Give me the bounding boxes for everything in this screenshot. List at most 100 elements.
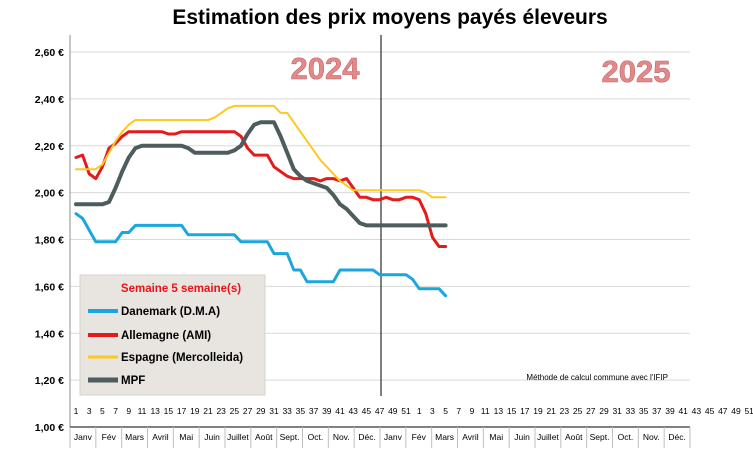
x-tick-label: 15 bbox=[164, 406, 174, 416]
x-tick-label: 45 bbox=[362, 406, 372, 416]
x-tick-label: 7 bbox=[456, 406, 461, 416]
x-tick-label: 25 bbox=[230, 406, 240, 416]
x-tick-label: 43 bbox=[692, 406, 702, 416]
x-tick-label: 1 bbox=[417, 406, 422, 416]
year-label-2025: 2025 bbox=[602, 54, 671, 89]
x-tick-label: 23 bbox=[216, 406, 226, 416]
legend: Semaine 5 semaine(s) Danemark (D.M.A) All… bbox=[79, 274, 266, 396]
x-tick-label: 3 bbox=[430, 406, 435, 416]
method-note: Méthode de calcul commune avec l'IFIP bbox=[526, 373, 668, 382]
month-label: Janv bbox=[384, 432, 403, 442]
month-label: Fév bbox=[102, 432, 117, 442]
x-tick-label: 19 bbox=[533, 406, 543, 416]
x-tick-label: 17 bbox=[520, 406, 530, 416]
y-tick-label: 1,80 € bbox=[35, 235, 64, 247]
x-tick-label: 35 bbox=[639, 406, 649, 416]
month-label: Avril bbox=[152, 432, 168, 442]
x-tick-label: 47 bbox=[718, 406, 728, 416]
x-tick-label: 33 bbox=[282, 406, 292, 416]
x-tick-label: 35 bbox=[296, 406, 306, 416]
month-label: Mai bbox=[489, 432, 503, 442]
x-tick-label: 31 bbox=[612, 406, 622, 416]
month-label: Oct. bbox=[308, 432, 324, 442]
month-label: Juin bbox=[204, 432, 220, 442]
x-tick-label: 43 bbox=[348, 406, 358, 416]
x-tick-label: 51 bbox=[744, 406, 753, 416]
x-tick-label: 41 bbox=[678, 406, 688, 416]
x-tick-label: 37 bbox=[309, 406, 319, 416]
x-tick-label: 29 bbox=[599, 406, 609, 416]
x-tick-label: 49 bbox=[731, 406, 741, 416]
x-tick-label: 15 bbox=[507, 406, 517, 416]
x-tick-label: 27 bbox=[586, 406, 596, 416]
x-tick-label: 5 bbox=[100, 406, 105, 416]
year-label-2024: 2024 bbox=[291, 51, 361, 86]
month-label: Juillet bbox=[537, 432, 559, 442]
chart-title: Estimation des prix moyens payés éleveur… bbox=[172, 6, 607, 29]
month-label: Août bbox=[565, 432, 583, 442]
x-tick-label: 33 bbox=[626, 406, 636, 416]
legend-label: Allemagne (AMI) bbox=[121, 330, 211, 342]
x-tick-label: 27 bbox=[243, 406, 253, 416]
month-label: Mars bbox=[435, 432, 454, 442]
y-tick-label: 2,40 € bbox=[35, 94, 64, 106]
x-tick-label: 17 bbox=[177, 406, 187, 416]
month-label: Juillet bbox=[227, 432, 249, 442]
legend-label: Danemark (D.M.A) bbox=[121, 306, 220, 318]
month-label: Déc. bbox=[668, 432, 685, 442]
x-tick-label: 21 bbox=[546, 406, 556, 416]
month-label: Déc. bbox=[358, 432, 375, 442]
month-label: Oct. bbox=[618, 432, 634, 442]
series-lines bbox=[74, 104, 448, 298]
month-label: Nov. bbox=[643, 432, 660, 442]
x-tick-label: 51 bbox=[401, 406, 411, 416]
series-line-mpf bbox=[74, 120, 448, 228]
x-tick-label: 5 bbox=[443, 406, 448, 416]
x-axis: 1 3 5 7 9 11 13 15 17 19 21 23 25 27 29 31 33 35 37 39 41 43 4… bbox=[69, 406, 753, 448]
x-tick-label: 11 bbox=[138, 406, 147, 416]
legend-label: Espagne (Mercolleida) bbox=[121, 352, 243, 364]
x-tick-label: 9 bbox=[126, 406, 131, 416]
legend-title: Semaine 5 semaine(s) bbox=[121, 283, 241, 295]
y-tick-label: 2,00 € bbox=[35, 188, 64, 200]
x-tick-label: 37 bbox=[652, 406, 662, 416]
x-tick-label: 1 bbox=[74, 406, 79, 416]
series-line-danemark-d-m-a bbox=[74, 212, 448, 298]
x-tick-label: 25 bbox=[573, 406, 583, 416]
legend-label: MPF bbox=[121, 375, 145, 387]
month-label: Avril bbox=[462, 432, 478, 442]
series-line-espagne-mercolleida bbox=[75, 104, 447, 199]
x-tick-label: 9 bbox=[470, 406, 475, 416]
month-label: Janv bbox=[74, 432, 93, 442]
month-label: Sept. bbox=[280, 432, 300, 442]
x-tick-label: 7 bbox=[113, 406, 118, 416]
month-label: Mars bbox=[125, 432, 144, 442]
month-label: Nov. bbox=[333, 432, 350, 442]
x-tick-label: 23 bbox=[560, 406, 570, 416]
x-tick-label: 21 bbox=[203, 406, 213, 416]
x-tick-label: 29 bbox=[256, 406, 266, 416]
month-label: Sept. bbox=[590, 432, 610, 442]
x-tick-label: 39 bbox=[322, 406, 332, 416]
month-label: Août bbox=[255, 432, 273, 442]
x-tick-label: 41 bbox=[335, 406, 345, 416]
y-tick-label: 1,40 € bbox=[35, 328, 64, 340]
x-tick-label: 19 bbox=[190, 406, 200, 416]
series-line-allemagne-ami bbox=[74, 130, 448, 248]
month-label: Mai bbox=[179, 432, 193, 442]
x-tick-label: 11 bbox=[481, 406, 490, 416]
x-tick-label: 13 bbox=[150, 406, 160, 416]
y-tick-label: 1,20 € bbox=[35, 375, 64, 387]
y-tick-label: 1,60 € bbox=[35, 281, 64, 293]
y-tick-label: 2,20 € bbox=[35, 141, 64, 153]
x-tick-label: 47 bbox=[375, 406, 385, 416]
x-tick-label: 3 bbox=[87, 406, 92, 416]
x-tick-label: 13 bbox=[494, 406, 504, 416]
x-tick-label: 49 bbox=[388, 406, 398, 416]
y-tick-label: 2,60 € bbox=[35, 47, 64, 59]
x-tick-label: 45 bbox=[705, 406, 715, 416]
month-label: Fév bbox=[412, 432, 427, 442]
y-tick-label: 1,00 € bbox=[35, 422, 64, 434]
y-axis: 1,00 € 1,20 € 1,40 € 1,60 € 1,80 € 2,00 € 2,20… bbox=[35, 35, 71, 434]
